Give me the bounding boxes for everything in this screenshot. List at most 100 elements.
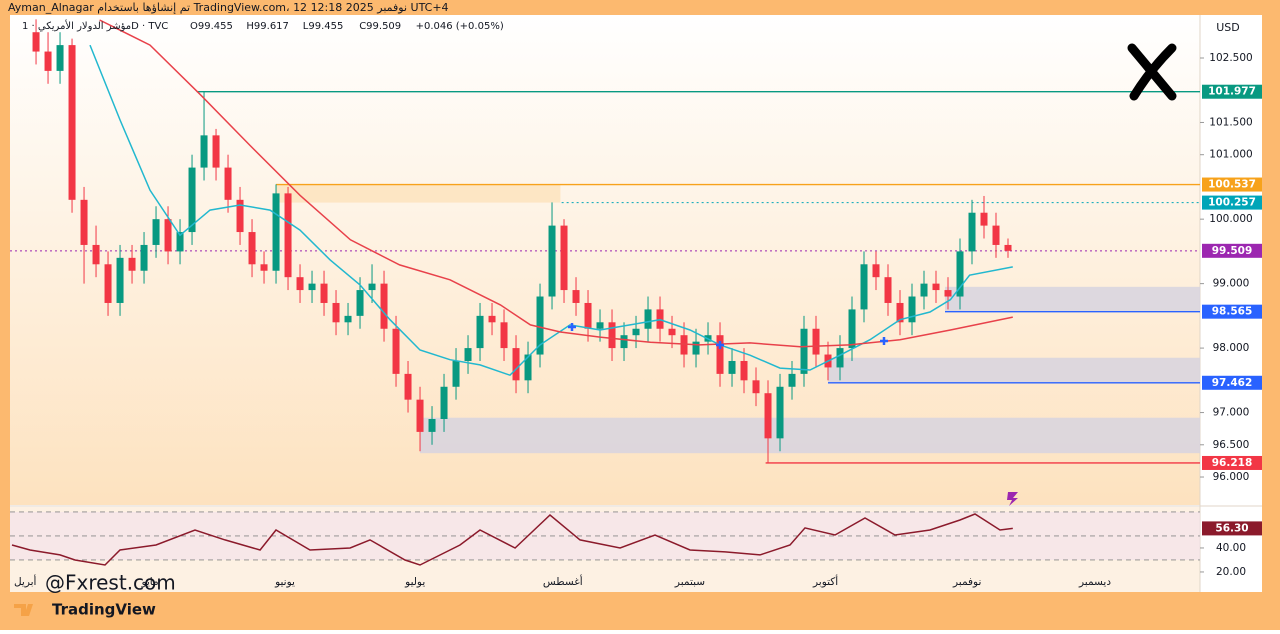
x-tick-label: أكتوبر: [812, 574, 838, 588]
currency: USD: [1216, 21, 1240, 34]
candle-body: [332, 302, 340, 323]
y-tick-label: 101.500: [1209, 116, 1252, 128]
candle-body: [236, 199, 244, 233]
level-label: 97.462: [1212, 377, 1253, 389]
candle-body: [212, 135, 220, 168]
candle-body: [176, 232, 184, 252]
x-tick-label: نوفمبر: [952, 576, 981, 588]
candle-body: [308, 283, 316, 291]
candle-body: [116, 257, 124, 303]
candle-body: [92, 244, 100, 265]
brand: TradingView: [52, 601, 156, 619]
candle-body: [860, 264, 868, 310]
logo: [1127, 43, 1177, 101]
candle-body: [68, 45, 76, 200]
symbol: مؤشر الدولار الأمريكي · 1D · TVC: [22, 19, 168, 32]
x-tick-label: مايو: [140, 576, 158, 588]
level-label-bg: [1202, 304, 1262, 319]
candle-body: [944, 290, 952, 297]
candle-body: [296, 277, 304, 291]
y-tick-label: 100.000: [1209, 213, 1252, 225]
candle-body: [416, 399, 424, 432]
candle-body: [248, 232, 256, 265]
candle-body: [620, 335, 628, 349]
candle-body: [152, 219, 160, 245]
header-line: Ayman_Alnagar تم إنشاؤها باستخدام Tradin…: [8, 1, 449, 14]
flash-icon: [1007, 492, 1018, 506]
candle-body: [776, 386, 784, 439]
x-tick-label: ديسمبر: [1078, 576, 1111, 588]
brand-logo: [14, 604, 33, 616]
x-tick-label: سبتمبر: [674, 576, 705, 588]
level-label: 100.537: [1208, 179, 1256, 191]
candle-body: [392, 328, 400, 374]
candle-body: [464, 348, 472, 361]
candle-body: [428, 419, 436, 432]
candle-body: [956, 251, 964, 297]
candle-body: [716, 335, 724, 374]
candle-body: [32, 32, 40, 52]
candle-body: [764, 393, 772, 439]
candle-body: [200, 135, 208, 168]
y-tick-label: 99.000: [1213, 278, 1250, 290]
watermark: @Fxrest.com: [45, 571, 176, 595]
y-tick-label: 98.000: [1213, 342, 1250, 354]
marker: [568, 323, 576, 331]
level-label-bg: [1202, 84, 1262, 99]
x-tick-label: يوليو: [404, 576, 425, 588]
candle-body: [452, 360, 460, 387]
candle-body: [260, 264, 268, 271]
marker: [880, 337, 888, 345]
level-label: 101.977: [1208, 86, 1256, 98]
level-label: 98.565: [1212, 306, 1253, 318]
y-tick-label: 102.500: [1209, 52, 1252, 64]
x-tick-label: يونيو: [274, 576, 295, 588]
ohlc-value: C99.509: [359, 21, 401, 32]
candle-body: [536, 296, 544, 355]
indicator-line: [11, 513, 1013, 566]
indicator-line: [89, 44, 1013, 377]
marker: [716, 341, 724, 349]
level-label: 96.218: [1212, 457, 1253, 469]
candle-body: [668, 328, 676, 336]
candle-body: [728, 360, 736, 374]
y-tick-label: 96.000: [1213, 471, 1250, 483]
zone: [276, 184, 561, 203]
candle-body: [608, 322, 616, 349]
candle-body: [644, 309, 652, 329]
level-label: 100.257: [1208, 197, 1256, 209]
ohlc-value: H99.617: [246, 21, 289, 32]
x-tick-label: أغسطس: [543, 574, 583, 588]
x-tick-label: أبريل: [14, 574, 37, 588]
zone: [828, 357, 1200, 383]
candle-body: [488, 315, 496, 323]
candle-body: [440, 386, 448, 420]
rsi-label-bg: [1202, 521, 1262, 536]
candle-body: [812, 328, 820, 355]
candle-body: [56, 45, 64, 71]
level-label: 99.509: [1212, 245, 1253, 257]
candle-body: [836, 348, 844, 368]
candle-body: [692, 341, 700, 355]
candle-body: [368, 283, 376, 291]
candle-body: [188, 167, 196, 233]
candle-body: [404, 373, 412, 400]
candle-body: [848, 309, 856, 349]
ohlc-value: +0.046 (+0.05%): [416, 21, 504, 32]
candle-body: [224, 167, 232, 200]
candle-body: [968, 212, 976, 252]
candle-body: [356, 290, 364, 316]
y-tick-label: 40.00: [1216, 542, 1246, 554]
candle-body: [128, 257, 136, 271]
candle-body: [524, 354, 532, 381]
ohlc: O99.455 H99.617 L99.455 C99.509 +0.046 (+0.0…: [190, 21, 504, 32]
candle-body: [80, 199, 88, 245]
indicator-line: [99, 19, 1013, 348]
level-label-bg: [1202, 195, 1262, 210]
ohlc-value: O99.455: [190, 21, 233, 32]
y-tick-label: 96.500: [1213, 439, 1250, 451]
rsi-label: 56.30: [1215, 522, 1248, 534]
candle-body: [932, 283, 940, 291]
y-tick-label: 101.000: [1209, 149, 1252, 161]
